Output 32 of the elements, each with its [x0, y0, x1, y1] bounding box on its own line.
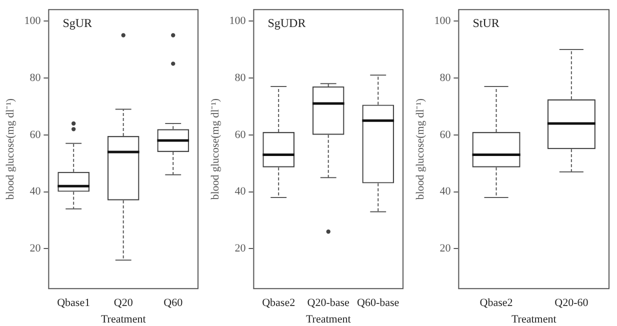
x-tick-label: Qbase2 — [262, 297, 296, 310]
y-tick-label: 100 — [24, 14, 42, 27]
y-tick-label: 40 — [30, 186, 42, 198]
y-axis-title: blood glucose(mg dl⁻¹) — [4, 98, 16, 200]
y-tick-label: 60 — [440, 128, 452, 141]
x-tick-label: Qbase1 — [57, 297, 90, 310]
x-tick-label: Q60 — [164, 297, 184, 310]
x-tick-label: Q60-base — [357, 297, 400, 310]
x-tick-label: Q20-60 — [554, 297, 589, 310]
x-axis-title: Treatment — [511, 313, 556, 326]
y-tick-label: 20 — [30, 242, 42, 255]
y-tick-label: 20 — [234, 242, 246, 255]
y-tick-label: 80 — [440, 72, 452, 84]
y-axis-title: blood glucose(mg dl⁻¹) — [209, 98, 222, 200]
y-tick-label: 80 — [30, 72, 42, 84]
x-axis-title: Treatment — [306, 313, 351, 326]
y-tick-label: 100 — [434, 14, 452, 27]
x-tick-label: Qbase2 — [480, 297, 513, 310]
y-tick-label: 40 — [440, 186, 452, 198]
y-tick-label: 20 — [440, 242, 452, 255]
text: SgUDR — [268, 16, 306, 30]
y-tick-label: 40 — [234, 186, 246, 198]
y-tick-label: 60 — [30, 128, 42, 141]
text: SgUR — [62, 16, 92, 30]
y-tick-label: 80 — [234, 72, 246, 84]
text: StUR — [472, 16, 500, 30]
y-tick-label: 100 — [229, 14, 246, 27]
x-tick-label: Q20 — [114, 297, 134, 310]
y-tick-label: 60 — [234, 128, 246, 141]
y-axis-title: blood glucose(mg dl⁻¹) — [414, 98, 426, 200]
x-tick-label: Q20-base — [307, 297, 350, 310]
x-axis-title: Treatment — [100, 313, 146, 326]
